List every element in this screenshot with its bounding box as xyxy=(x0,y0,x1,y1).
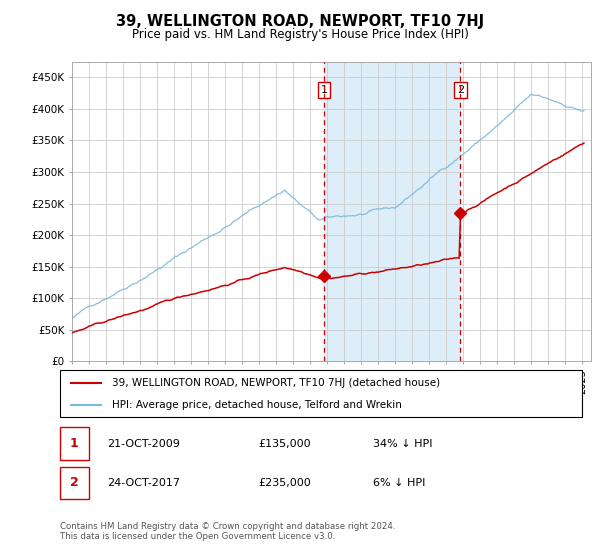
Bar xyxy=(60,427,89,460)
Text: 24-OCT-2017: 24-OCT-2017 xyxy=(107,478,180,488)
Bar xyxy=(60,466,89,500)
Bar xyxy=(324,62,460,361)
Text: 39, WELLINGTON ROAD, NEWPORT, TF10 7HJ (detached house): 39, WELLINGTON ROAD, NEWPORT, TF10 7HJ (… xyxy=(112,378,440,388)
Text: 34% ↓ HPI: 34% ↓ HPI xyxy=(373,439,433,449)
Text: 21-OCT-2009: 21-OCT-2009 xyxy=(107,439,180,449)
Text: 1: 1 xyxy=(70,437,79,450)
Text: 39, WELLINGTON ROAD, NEWPORT, TF10 7HJ: 39, WELLINGTON ROAD, NEWPORT, TF10 7HJ xyxy=(116,14,484,29)
Text: Price paid vs. HM Land Registry's House Price Index (HPI): Price paid vs. HM Land Registry's House … xyxy=(131,28,469,41)
Text: 1: 1 xyxy=(320,85,328,95)
Text: HPI: Average price, detached house, Telford and Wrekin: HPI: Average price, detached house, Telf… xyxy=(112,400,402,410)
Text: 2: 2 xyxy=(457,85,464,95)
Text: 6% ↓ HPI: 6% ↓ HPI xyxy=(373,478,425,488)
Text: £135,000: £135,000 xyxy=(259,439,311,449)
Text: Contains HM Land Registry data © Crown copyright and database right 2024.
This d: Contains HM Land Registry data © Crown c… xyxy=(60,522,395,542)
Text: £235,000: £235,000 xyxy=(259,478,311,488)
Text: 2: 2 xyxy=(70,477,79,489)
